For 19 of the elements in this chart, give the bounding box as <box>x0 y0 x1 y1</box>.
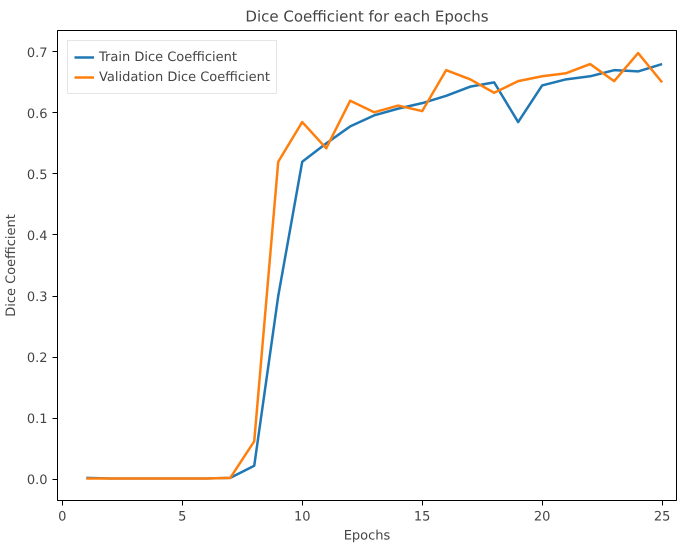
x-tick-label: 15 <box>414 510 430 524</box>
y-tick-label: 0.2 <box>26 351 48 366</box>
x-axis-title: Epochs <box>344 528 391 544</box>
x-tick-label: 5 <box>178 510 186 524</box>
chart-title: Dice Coefficient for each Epochs <box>245 8 489 26</box>
y-tick-label: 0.3 <box>26 290 48 306</box>
legend-label: Train Dice Coefficient <box>99 50 237 64</box>
y-axis-title: Dice Coefficient <box>4 214 19 317</box>
y-tick-label: 0.7 <box>26 46 48 61</box>
x-tick-label: 0 <box>58 510 66 524</box>
y-tick-label: 0.1 <box>26 412 48 428</box>
y-tick-label: 0.0 <box>26 473 48 488</box>
y-tick-label: 0.5 <box>26 168 48 183</box>
y-tick-label: 0.6 <box>26 106 48 122</box>
x-tick-label: 20 <box>534 510 550 524</box>
x-tick-label: 25 <box>654 510 670 524</box>
legend-label: Validation Dice Coefficient <box>99 70 270 84</box>
y-tick-label: 0.4 <box>26 228 48 244</box>
x-tick-label: 10 <box>294 510 310 524</box>
